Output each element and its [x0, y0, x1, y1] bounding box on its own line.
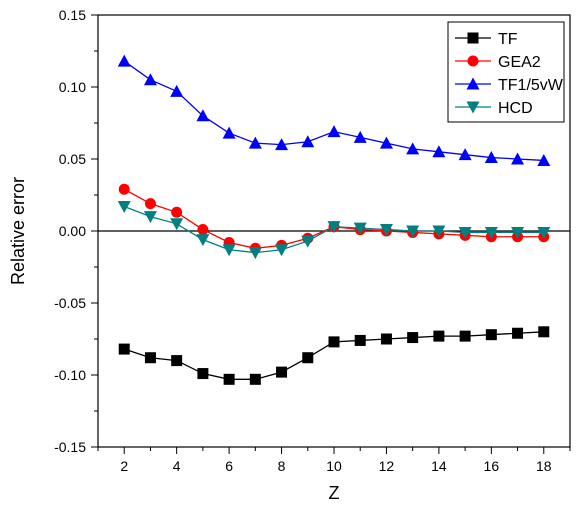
- legend-item: TF: [455, 31, 518, 48]
- data-point: [197, 368, 209, 380]
- data-point: [171, 355, 183, 367]
- y-tick-label: -0.15: [54, 439, 86, 455]
- x-tick-label: 18: [536, 458, 552, 474]
- data-point: [222, 244, 236, 257]
- x-tick-label: 12: [379, 458, 395, 474]
- data-point: [117, 201, 131, 214]
- data-point: [407, 332, 419, 344]
- x-tick-label: 8: [278, 458, 286, 474]
- data-point: [171, 206, 183, 218]
- data-point: [327, 125, 341, 138]
- data-point: [249, 373, 261, 385]
- data-point: [223, 373, 235, 385]
- x-axis-title: Z: [329, 483, 340, 503]
- data-point: [143, 211, 157, 224]
- data-point: [302, 352, 314, 364]
- series-line: [123, 188, 544, 249]
- data-point: [432, 225, 446, 238]
- x-tick-label: 6: [225, 458, 233, 474]
- series-tf: [118, 326, 550, 385]
- legend-item: HCD: [455, 100, 533, 117]
- legend-marker: [467, 32, 479, 44]
- data-point: [511, 226, 525, 239]
- data-point: [379, 136, 393, 149]
- legend-marker: [466, 77, 480, 90]
- y-tick-label: -0.05: [54, 295, 86, 311]
- legend: TF GEA2 TF1/5vW HCD: [447, 21, 565, 123]
- series-tf1-5vw: [117, 54, 551, 166]
- axis-ticks: 2 4 6 8 10 12 14 16 18 -0.15 -0.10 -0.05 0.00 0.05 0.1…: [54, 7, 571, 474]
- data-point: [537, 226, 551, 239]
- data-point: [144, 198, 156, 210]
- data-point: [301, 235, 315, 248]
- data-point: [276, 366, 288, 378]
- legend-label: TF1/5vW: [498, 77, 564, 94]
- data-point: [248, 247, 262, 260]
- y-tick-label: -0.10: [54, 367, 86, 383]
- data-series: [117, 54, 551, 385]
- data-point: [380, 333, 392, 345]
- data-point: [118, 343, 130, 355]
- data-point: [354, 334, 366, 346]
- data-point: [143, 73, 157, 86]
- x-tick-label: 14: [431, 458, 447, 474]
- data-point: [511, 152, 525, 165]
- legend-box: [447, 21, 565, 123]
- data-point: [406, 142, 420, 155]
- data-point: [275, 244, 289, 257]
- data-point: [248, 136, 262, 149]
- data-point: [301, 135, 315, 148]
- x-tick-label: 10: [326, 458, 342, 474]
- data-point: [458, 148, 472, 161]
- legend-label: HCD: [498, 100, 533, 117]
- data-point: [458, 226, 472, 239]
- y-tick-label: 0.15: [59, 7, 86, 23]
- data-point: [196, 109, 210, 122]
- data-point: [512, 327, 524, 339]
- data-point: [432, 145, 446, 158]
- data-point: [328, 336, 340, 348]
- x-tick-label: 4: [173, 458, 181, 474]
- x-tick-label: 2: [120, 458, 128, 474]
- series-gea2: [118, 183, 550, 254]
- data-point: [406, 225, 420, 238]
- data-point: [117, 54, 131, 67]
- legend-label: TF: [498, 31, 518, 48]
- data-point: [170, 84, 184, 97]
- data-point: [275, 138, 289, 151]
- data-point: [537, 153, 551, 166]
- data-point: [484, 226, 498, 239]
- data-point: [353, 222, 367, 235]
- legend-marker: [466, 101, 480, 114]
- data-point: [353, 130, 367, 143]
- y-axis-title: Relative error: [8, 177, 28, 285]
- data-point: [379, 224, 393, 237]
- y-tick-label: 0.00: [59, 223, 86, 239]
- legend-marker: [467, 55, 479, 67]
- data-point: [484, 151, 498, 164]
- data-point: [433, 330, 445, 342]
- y-tick-label: 0.10: [59, 79, 86, 95]
- data-point: [485, 329, 497, 341]
- legend-item: GEA2: [455, 54, 541, 71]
- data-point: [327, 221, 341, 234]
- data-point: [222, 126, 236, 139]
- legend-item: TF1/5vW: [455, 77, 564, 94]
- series-hcd: [117, 201, 551, 260]
- legend-label: GEA2: [498, 54, 541, 71]
- data-point: [170, 218, 184, 231]
- data-point: [118, 183, 130, 195]
- data-point: [197, 224, 209, 236]
- data-point: [459, 330, 471, 342]
- x-tick-label: 16: [484, 458, 500, 474]
- data-point: [196, 234, 210, 247]
- data-point: [144, 352, 156, 364]
- data-point: [538, 326, 550, 338]
- y-tick-label: 0.05: [59, 151, 86, 167]
